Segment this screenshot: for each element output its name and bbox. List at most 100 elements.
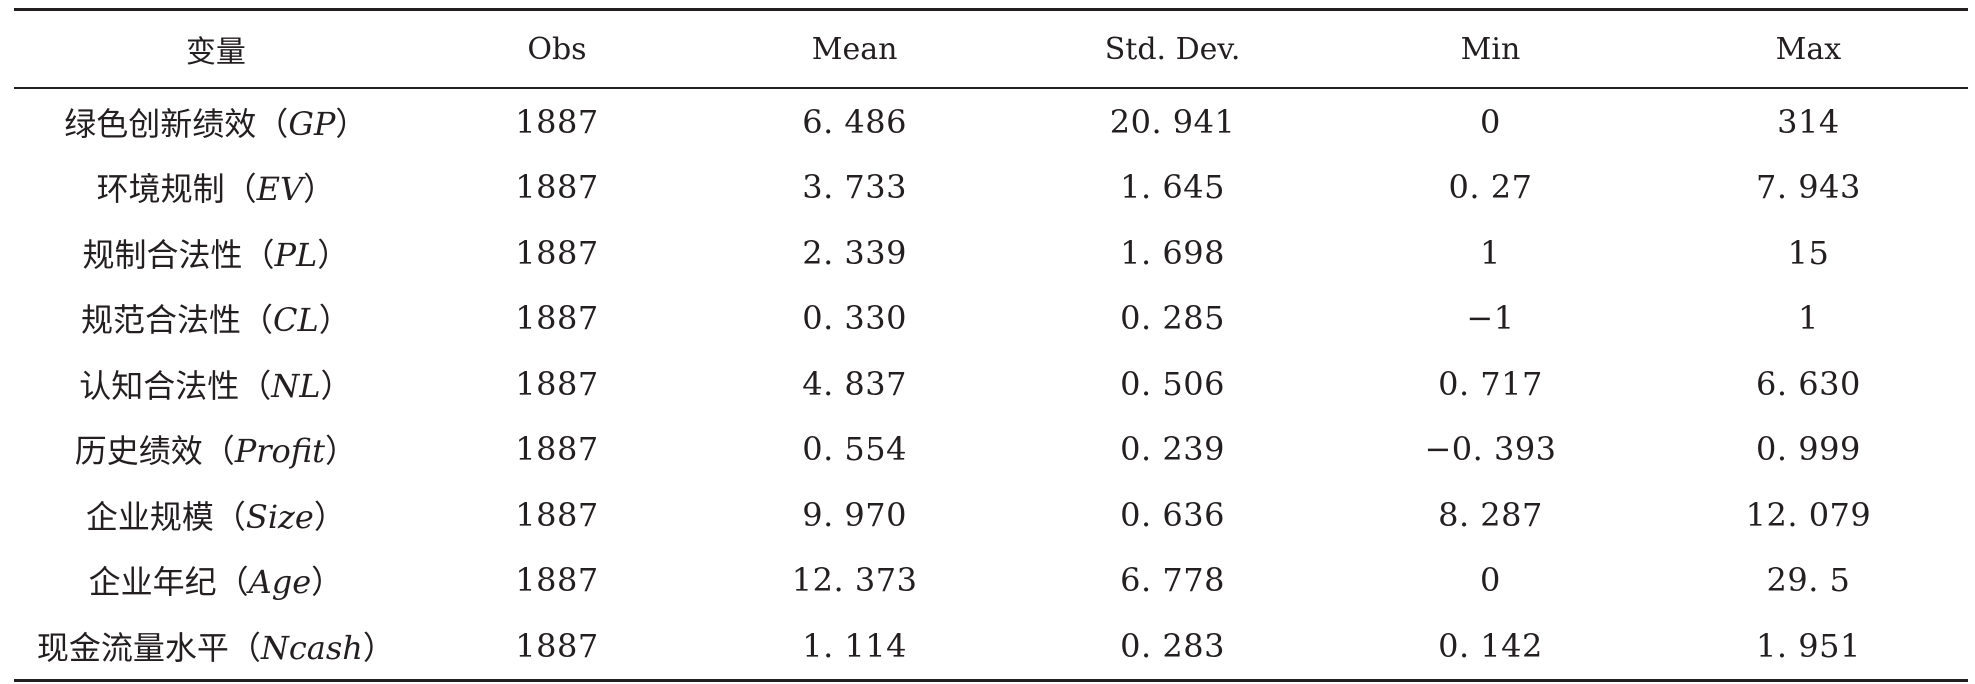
variable-name: 历史绩效 (74, 432, 203, 471)
variable-abbreviation: EV (256, 170, 304, 209)
std-dev-cell: 0. 506 (1120, 364, 1225, 403)
variable-abbreviation: GP (288, 104, 336, 143)
open-paren: （ (213, 497, 246, 536)
obs-cell: 1887 (515, 102, 599, 141)
min-cell: 8. 287 (1438, 495, 1543, 534)
header-min: Min (1460, 31, 1521, 67)
close-paren: ） (325, 432, 358, 471)
close-paren: ） (318, 301, 351, 340)
variable-name: 绿色创新绩效 (64, 104, 257, 143)
variable-cell: 历史绩效（Profit） (14, 417, 418, 483)
min-cell: 1 (1480, 233, 1501, 272)
std-dev-cell: 20. 941 (1109, 102, 1236, 141)
std-dev-cell: 0. 285 (1120, 299, 1225, 338)
variable-abbreviation: CL (273, 301, 319, 340)
header-max: Max (1775, 31, 1842, 67)
min-cell: 0 (1480, 561, 1501, 600)
table-row: 绿色创新绩效（GP） 1887 6. 486 20. 941 0 314 (14, 88, 1968, 155)
mean-cell: 1. 114 (802, 626, 907, 665)
header-std-dev: Std. Dev. (1104, 31, 1241, 67)
variable-name: 规范合法性 (80, 301, 241, 340)
obs-cell: 1887 (515, 299, 599, 338)
max-cell: 15 (1787, 233, 1830, 272)
max-cell: 6. 630 (1756, 364, 1861, 403)
mean-cell: 9. 970 (802, 495, 907, 534)
variable-abbreviation: Age (248, 563, 312, 602)
variable-abbreviation: PL (274, 235, 318, 274)
open-paren: （ (242, 235, 275, 274)
min-cell: −1 (1466, 299, 1515, 338)
std-dev-cell: 1. 698 (1120, 233, 1225, 272)
open-paren: （ (228, 628, 261, 667)
min-cell: 0. 717 (1438, 364, 1543, 403)
max-cell: 7. 943 (1756, 168, 1861, 207)
obs-cell: 1887 (515, 233, 599, 272)
obs-cell: 1887 (515, 495, 599, 534)
header-variable: 变量 (185, 35, 246, 70)
close-paren: ） (335, 104, 368, 143)
std-dev-cell: 0. 239 (1120, 430, 1225, 469)
table-row: 认知合法性（NL） 1887 4. 837 0. 506 0. 717 6. 630 (14, 351, 1968, 417)
variable-name: 规制合法性 (82, 235, 243, 274)
variable-name: 现金流量水平 (36, 628, 229, 667)
obs-cell: 1887 (515, 364, 599, 403)
obs-cell: 1887 (515, 561, 599, 600)
table-row: 历史绩效（Profit） 1887 0. 554 0. 239 −0. 393 0. 99… (14, 417, 1968, 483)
min-cell: 0 (1480, 102, 1501, 141)
header-mean: Mean (811, 31, 898, 67)
table-row: 规制合法性（PL） 1887 2. 339 1. 698 1 15 (14, 220, 1968, 286)
variable-cell: 环境规制（EV） (14, 155, 418, 221)
min-cell: −0. 393 (1424, 430, 1557, 469)
variable-abbreviation: Size (245, 497, 314, 536)
table-row: 规范合法性（CL） 1887 0. 330 0. 285 −1 1 (14, 286, 1968, 352)
table-row: 现金流量水平（Ncash） 1887 1. 114 0. 283 0. 142 1. 95… (14, 613, 1968, 680)
variable-cell: 绿色创新绩效（GP） (14, 88, 418, 155)
max-cell: 12. 079 (1745, 495, 1872, 534)
descriptive-statistics-table: 变量 Obs Mean Std. Dev. Min Max 绿色创新绩效（GP）… (14, 8, 1968, 682)
std-dev-cell: 0. 283 (1120, 626, 1225, 665)
table-row: 环境规制（EV） 1887 3. 733 1. 645 0. 27 7. 943 (14, 155, 1968, 221)
std-dev-cell: 1. 645 (1120, 168, 1225, 207)
max-cell: 314 (1777, 102, 1840, 141)
table-row: 企业年纪（Age） 1887 12. 373 6. 778 0 29. 5 (14, 548, 1968, 614)
open-paren: （ (202, 432, 235, 471)
max-cell: 1 (1798, 299, 1819, 338)
variable-name: 环境规制 (96, 170, 225, 209)
max-cell: 1. 951 (1756, 626, 1861, 665)
mean-cell: 4. 837 (802, 364, 907, 403)
open-paren: （ (224, 170, 257, 209)
variable-cell: 企业年纪（Age） (14, 548, 418, 614)
table-header-row: 变量 Obs Mean Std. Dev. Min Max (14, 9, 1968, 88)
std-dev-cell: 6. 778 (1120, 561, 1225, 600)
table-row: 企业规模（Size） 1887 9. 970 0. 636 8. 287 12. 079 (14, 482, 1968, 548)
mean-cell: 2. 339 (802, 233, 907, 272)
min-cell: 0. 142 (1438, 626, 1543, 665)
min-cell: 0. 27 (1448, 168, 1533, 207)
mean-cell: 0. 330 (802, 299, 907, 338)
mean-cell: 3. 733 (802, 168, 907, 207)
close-paren: ） (362, 628, 395, 667)
variable-abbreviation: Ncash (260, 628, 363, 667)
close-paren: ） (317, 235, 350, 274)
open-paren: （ (256, 104, 289, 143)
open-paren: （ (240, 301, 273, 340)
variable-cell: 规范合法性（CL） (14, 286, 418, 352)
std-dev-cell: 0. 636 (1120, 495, 1225, 534)
header-obs: Obs (527, 31, 587, 67)
max-cell: 0. 999 (1756, 430, 1861, 469)
variable-name: 企业规模 (85, 497, 214, 536)
open-paren: （ (216, 563, 249, 602)
close-paren: ） (311, 563, 344, 602)
max-cell: 29. 5 (1766, 561, 1851, 600)
variable-cell: 认知合法性（NL） (14, 351, 418, 417)
close-paren: ） (320, 366, 353, 405)
variable-abbreviation: Profit (234, 432, 326, 471)
descriptive-statistics-table-wrapper: 变量 Obs Mean Std. Dev. Min Max 绿色创新绩效（GP）… (14, 8, 1968, 682)
mean-cell: 6. 486 (802, 102, 907, 141)
close-paren: ） (303, 170, 336, 209)
variable-name: 认知合法性 (79, 366, 240, 405)
mean-cell: 0. 554 (802, 430, 907, 469)
mean-cell: 12. 373 (791, 561, 918, 600)
variable-cell: 现金流量水平（Ncash） (14, 613, 418, 680)
close-paren: ） (313, 497, 346, 536)
